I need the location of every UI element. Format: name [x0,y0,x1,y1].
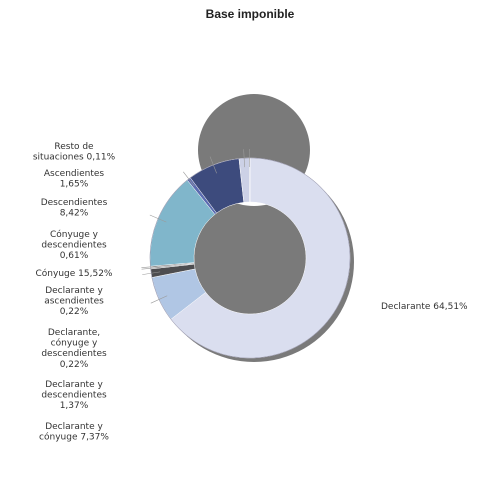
slice-label-line: Ascendientes [44,169,105,179]
slice-label-line: Declarante y [45,422,103,432]
donut-outline [149,157,351,359]
slice-label-line: Cónyuge y [50,229,99,240]
slice-label-line: descendientes [41,241,107,251]
slice-label: Declarante y descendientes 1,37% [41,380,107,411]
slice-label-line: 1,65% [60,180,89,190]
slice-label: Declarante, cónyuge y descendientes 0,22% [41,328,107,370]
slice-label-line: 8,42% [60,209,89,219]
slice-label: Cónyuge y descendientes 0,61% [41,229,107,261]
leader-line [141,267,160,270]
slice-label-line: Declarante 64,51% [381,302,468,312]
slice-label-line: Resto de [54,142,94,152]
slice-label-line: cónyuge 7,37% [39,432,109,443]
slice-label-line: 1,37% [60,401,89,411]
slice-label: Declarante y cónyuge 7,37% [39,422,109,443]
slice-label-line: situaciones 0,11% [33,153,116,163]
slice-label-line: ascendientes [44,297,104,307]
slice-label-line: Declarante y [45,380,103,390]
slice-label: Resto de situaciones 0,11% [33,142,116,163]
slice-label-line: cónyuge y [51,338,98,349]
slice-label-line: 0,22% [60,360,89,370]
slice-label: Declarante 64,51% [381,302,468,312]
leader-line [142,271,161,275]
slice-label-line: Cónyuge 15,52% [36,268,113,279]
slice-label: Cónyuge 15,52% [36,268,113,279]
slice-label-line: 0,61% [60,251,89,261]
leader-line [209,156,217,174]
leader-line [141,265,160,269]
slice-label-line: Declarante y [45,286,103,296]
chart-title: Base imponible [206,7,295,21]
slice-label-line: Declarante, [48,328,100,338]
slice-label-line: Descendientes [41,198,108,208]
slice-label-line: 0,22% [60,307,89,317]
leader-line [149,214,167,223]
slice-label: Declarante y ascendientes 0,22% [44,286,104,317]
slice-label: Ascendientes 1,65% [44,169,105,190]
leader-line [183,171,195,187]
slice-label-line: descendientes [41,349,107,359]
slice-label: Descendientes 8,42% [41,198,108,219]
leader-line [150,295,168,304]
leader-line [243,149,245,168]
slice-label-line: descendientes [41,391,107,401]
